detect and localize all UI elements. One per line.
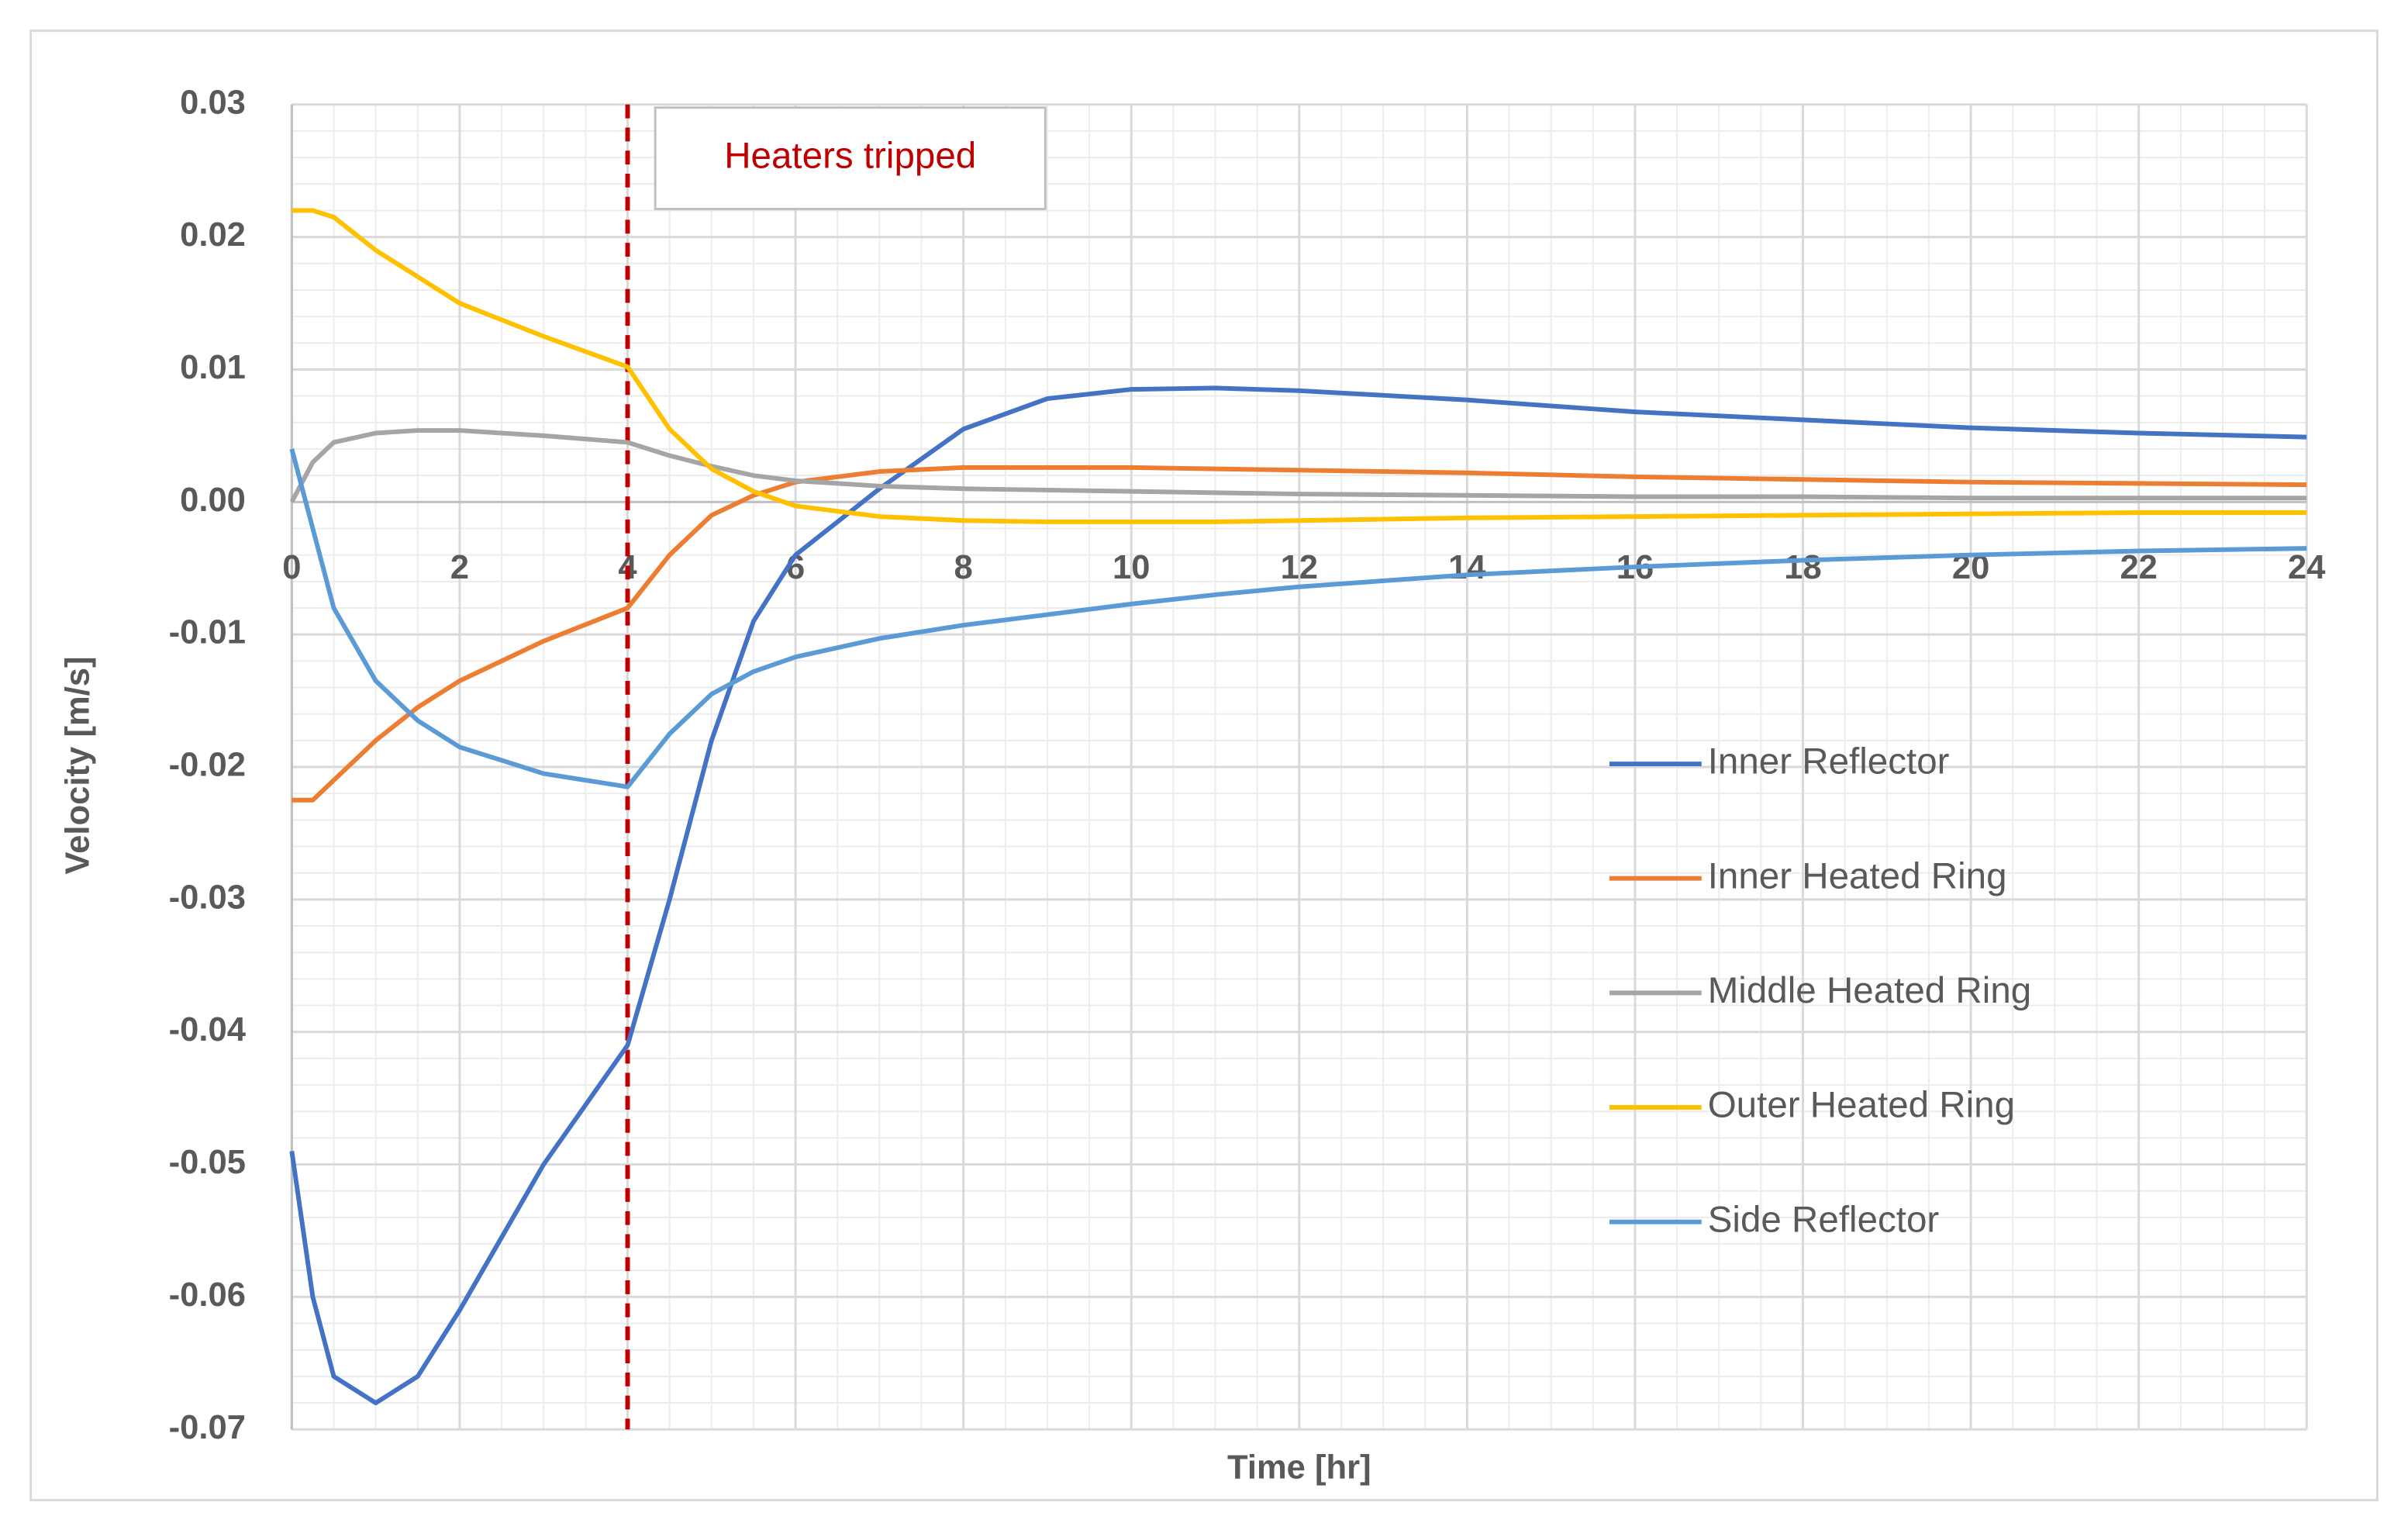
legend-label: Outer Heated Ring	[1708, 1085, 2015, 1126]
y-tick-label: -0.06	[169, 1276, 246, 1314]
y-tick-label: 0.02	[180, 216, 246, 254]
legend-label: Inner Reflector	[1708, 741, 1950, 782]
y-tick-label: -0.04	[169, 1011, 246, 1048]
x-axis-title: Time [hr]	[1227, 1449, 1371, 1486]
series-line	[289, 428, 2307, 503]
y-tick-label: 0.01	[180, 349, 246, 386]
x-tick-label: 14	[1448, 549, 1485, 586]
y-tick-label: 0.03	[180, 84, 246, 121]
x-tick-label: 0	[282, 549, 301, 586]
x-tick-label: 10	[1113, 549, 1150, 586]
x-tick-label: 18	[1784, 549, 1821, 586]
legend-label: Middle Heated Ring	[1708, 970, 2031, 1011]
y-tick-label: -0.05	[169, 1144, 246, 1181]
x-tick-label: 12	[1281, 549, 1318, 586]
legend-label: Side Reflector	[1708, 1199, 1940, 1240]
chart-border	[29, 29, 2379, 1501]
x-tick-label: 22	[2120, 549, 2157, 586]
x-tick-label: 8	[954, 549, 973, 586]
series-line	[289, 448, 2307, 789]
x-tick-label: 2	[450, 549, 469, 586]
y-tick-label: -0.01	[169, 614, 246, 651]
series-line	[289, 385, 2307, 1406]
annotation-text: Heaters tripped	[724, 136, 976, 177]
y-tick-label: 0.00	[180, 482, 246, 519]
x-tick-label: 24	[2288, 549, 2325, 586]
legend-label: Inner Heated Ring	[1708, 855, 2007, 896]
series-line	[292, 208, 2307, 524]
y-tick-label: -0.07	[169, 1409, 246, 1446]
y-tick-label: -0.02	[169, 747, 246, 784]
y-axis-title: Velocity [m/s]	[60, 657, 97, 875]
annotation-box	[654, 106, 1047, 211]
y-tick-label: -0.03	[169, 879, 246, 916]
